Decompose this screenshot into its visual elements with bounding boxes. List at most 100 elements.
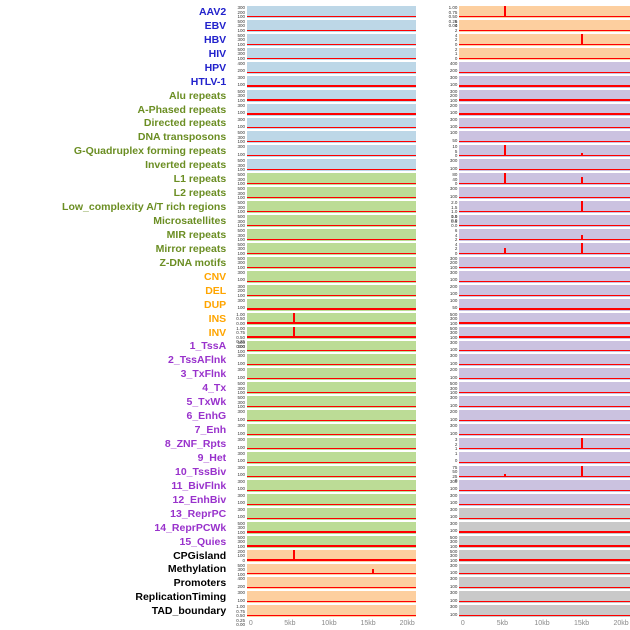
signal-panel-left [247, 229, 416, 241]
feature-label: Microsatellites [153, 215, 227, 228]
signal-panel-right [459, 591, 630, 604]
feature-label: 5_TxWk [186, 396, 227, 409]
signal-panel-left [247, 354, 416, 367]
x-tick-label: 20kb [613, 620, 629, 627]
signal-baseline [459, 489, 630, 491]
y-tick-label: 100 [237, 348, 246, 354]
y-tick-label: 300 [449, 553, 458, 559]
x-tick-label: 20kb [399, 620, 415, 627]
y-tick-label: 100 [237, 139, 246, 145]
x-tick-label: 15kb [573, 620, 590, 627]
signal-baseline [459, 475, 630, 477]
y-tick-label: 50 [452, 305, 458, 311]
y-tick-label: 3 [454, 437, 458, 443]
y-tick-label: 2 [454, 246, 458, 252]
row: Inverted repeats 500 300 100 300 100 [0, 158, 630, 172]
signal-panel-right [459, 452, 630, 464]
y-axis-ticks-left: 500 300 100 [229, 563, 247, 576]
y-tick-label: 100 [237, 110, 246, 115]
signal-baseline [247, 587, 416, 589]
y-axis-ticks-right: 500 300 100 [416, 382, 460, 395]
signal-baseline [459, 503, 630, 505]
signal-panel-left [247, 326, 416, 339]
row: 1_TssA 500 300 100 300 100 [0, 340, 630, 354]
y-tick-label: 300 [449, 88, 458, 94]
signal-baseline [247, 169, 416, 171]
y-tick-label: 0.5 [451, 213, 458, 219]
x-axis: 0 5kb 10kb 15kb 20kb 0 5kb 10kb 15kb 20kb [0, 619, 630, 630]
y-axis-ticks-left: 200 100 0 [229, 549, 247, 562]
y-axis-ticks-right: 200 100 [416, 368, 460, 380]
y-tick-label: 100 [237, 14, 246, 19]
signal-spike [371, 569, 374, 575]
row: 10_TssBiv 300 100 75 50 25 0 [0, 465, 630, 483]
y-tick-label: 25 [452, 473, 458, 479]
signal-panel-right [459, 424, 630, 437]
signal-panel-right [459, 535, 630, 548]
y-tick-label: 100 [237, 181, 246, 187]
y-tick-label: 500 [237, 88, 246, 94]
y-tick-label: 100 [237, 292, 246, 298]
y-tick-label: 5 [454, 148, 458, 154]
signal-panel-left [247, 479, 416, 492]
feature-label: Promoters [173, 577, 227, 590]
feature-label: 12_EnhBiv [172, 493, 227, 506]
signal-spike [580, 33, 583, 45]
y-tick-label: 6 [454, 228, 458, 233]
feature-label: L1 repeats [173, 173, 227, 186]
signal-spike [580, 177, 583, 185]
signal-panel-right [459, 242, 630, 255]
y-axis-ticks-right: 300 100 [416, 521, 460, 534]
feature-label: HTLV-1 [190, 75, 227, 88]
signal-baseline [459, 433, 630, 436]
y-tick-label: 1.5 [451, 204, 458, 210]
y-axis-ticks-right: 400 200 [416, 61, 460, 74]
x-axis-left: 0 5kb 10kb 15kb 20kb [244, 619, 415, 630]
y-tick-label: 300 [237, 297, 246, 303]
y-tick-label: 4 [454, 32, 458, 38]
y-axis-ticks-right: 300 100 [416, 424, 460, 436]
y-tick-label: 300 [237, 423, 246, 429]
signal-baseline [459, 447, 630, 449]
signal-panel-right [459, 159, 630, 172]
y-tick-label: 0.0 [451, 218, 458, 224]
y-tick-label: 500 [237, 520, 246, 526]
feature-label: 3_TxFlnk [180, 368, 227, 381]
y-tick-label: 100 [449, 430, 458, 436]
y-tick-label: 300 [237, 590, 246, 596]
y-tick-label: 2.0 [451, 200, 458, 206]
y-axis-ticks-left: 1.00 0.75 0.50 0.25 0.00 [229, 605, 247, 627]
feature-label: DUP [204, 298, 227, 311]
y-tick-label: 100 [237, 55, 246, 61]
signal-panel-left [247, 368, 416, 381]
y-axis-ticks-right: 300 200 100 [416, 256, 460, 269]
y-tick-label: 200 [449, 93, 458, 99]
signal-panel-left [247, 103, 416, 116]
y-tick-label: 300 [237, 134, 246, 140]
y-tick-label: 100 [449, 277, 458, 283]
feature-label: MIR repeats [166, 228, 227, 241]
y-tick-label: 100 [237, 305, 246, 311]
y-axis-ticks-left: 300 100 [229, 145, 247, 157]
y-tick-label: 500 [237, 46, 246, 52]
row: L1 repeats 500 300 100 80 40 0 [0, 172, 630, 186]
y-tick-label: 300 [449, 590, 458, 596]
y-tick-label: 100 [237, 264, 246, 270]
feature-label: 2_TssAFlnk [168, 354, 227, 367]
signal-panel-left [247, 465, 416, 478]
y-tick-label: 300 [237, 492, 246, 498]
feature-label: G-Quadruplex forming repeats [73, 145, 227, 158]
signal-baseline [247, 294, 416, 296]
y-axis-ticks-left: 500 300 100 [229, 382, 247, 395]
y-axis-ticks-right: 500 300 100 [416, 326, 460, 339]
signal-panel-left [247, 75, 416, 88]
feature-label: CPGisland [173, 549, 227, 562]
signal-baseline [459, 364, 630, 366]
y-tick-label: 300 [237, 506, 246, 512]
y-tick-label: 400 [237, 576, 246, 582]
signal-panel-left [247, 6, 416, 18]
feature-label: TAD_boundary [151, 605, 227, 618]
feature-label: INV [208, 326, 227, 339]
signal-baseline [247, 15, 416, 17]
